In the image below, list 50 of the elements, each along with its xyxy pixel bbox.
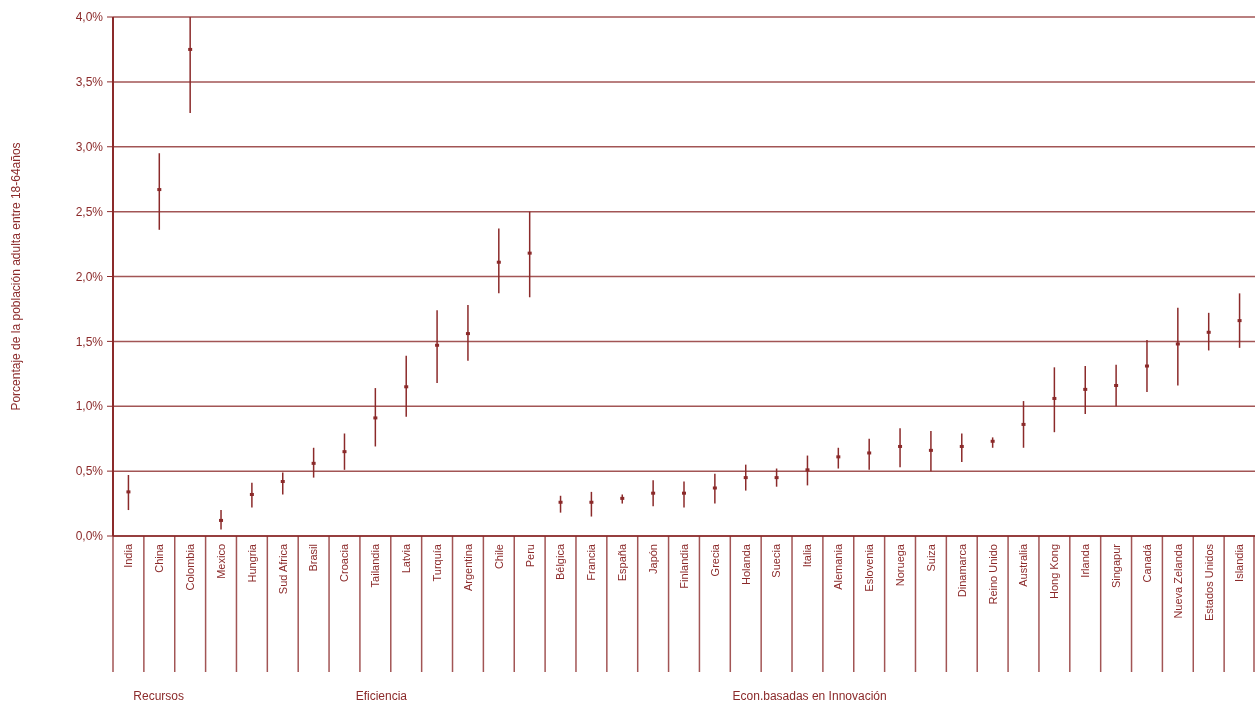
y-axis-title: Porcentaje de la población adulta entre 18-64años bbox=[9, 142, 23, 411]
x-tick-label: Finlandia bbox=[677, 543, 690, 589]
x-tick-label: Suiza bbox=[924, 543, 937, 572]
y-tick-label: 1,0% bbox=[75, 399, 104, 414]
x-tick-label: Hong Kong bbox=[1048, 544, 1061, 600]
x-tick-label: Brasil bbox=[307, 544, 320, 572]
y-tick-label: 2,5% bbox=[75, 204, 104, 219]
y-tick-label: 2,0% bbox=[75, 269, 104, 284]
x-tick-label: Estados Unidos bbox=[1202, 543, 1215, 622]
x-tick-label: Alemania bbox=[832, 543, 845, 590]
x-tick-label: Eslovenia bbox=[863, 543, 876, 592]
x-tick-label: Tailandia bbox=[369, 543, 382, 588]
x-tick-label: Irlanda bbox=[1079, 543, 1092, 578]
x-tick-label: Argentina bbox=[461, 543, 474, 592]
y-tick-label: 4,0% bbox=[75, 10, 104, 25]
y-tick-label: 3,0% bbox=[75, 139, 104, 154]
x-tick-label: Turquía bbox=[430, 543, 443, 582]
x-tick-label: Mexico bbox=[214, 544, 227, 579]
x-tick-label: Italia bbox=[801, 543, 814, 568]
x-tick-label: India bbox=[122, 543, 135, 568]
x-tick-label: Hungria bbox=[245, 543, 258, 583]
y-tick-label: 0,5% bbox=[75, 464, 104, 479]
text: Eficiencia bbox=[355, 689, 408, 703]
text: Econ.basadas en Innovación bbox=[732, 689, 887, 703]
x-tick-label: Colombia bbox=[184, 543, 197, 591]
y-tick-label: 3,5% bbox=[75, 75, 104, 90]
x-tick-label: Bélgica bbox=[554, 543, 567, 581]
x-tick-label: España bbox=[616, 543, 629, 582]
x-tick-label: Suecia bbox=[770, 543, 783, 578]
x-tick-label: Japón bbox=[646, 544, 659, 574]
y-tick-label: 0,0% bbox=[75, 529, 104, 544]
x-tick-label: Holanda bbox=[739, 543, 752, 585]
x-tick-label: Canadá bbox=[1140, 543, 1153, 583]
x-tick-label: Reino Unido bbox=[986, 544, 999, 605]
x-tick-label: Australia bbox=[1017, 543, 1030, 587]
x-tick-label: Singapur bbox=[1109, 543, 1122, 589]
x-tick-label: Croacia bbox=[338, 543, 351, 582]
y-tick-label: 1,5% bbox=[75, 334, 104, 349]
text: Recursos bbox=[133, 689, 185, 703]
x-tick-label: Dinamarca bbox=[955, 543, 968, 598]
x-tick-label: Grecia bbox=[708, 543, 721, 577]
x-tick-label: Francia bbox=[585, 543, 598, 581]
x-tick-label: Chile bbox=[492, 544, 505, 570]
x-tick-label: Sud Africa bbox=[276, 543, 289, 595]
x-tick-label: Latvia bbox=[400, 543, 413, 574]
x-tick-label: Noruega bbox=[893, 543, 906, 587]
x-tick-label: China bbox=[153, 543, 166, 573]
x-tick-label: Nueva Zelanda bbox=[1171, 543, 1184, 619]
x-tick-label: Peru bbox=[523, 544, 536, 568]
x-tick-label: Islandia bbox=[1233, 543, 1246, 582]
